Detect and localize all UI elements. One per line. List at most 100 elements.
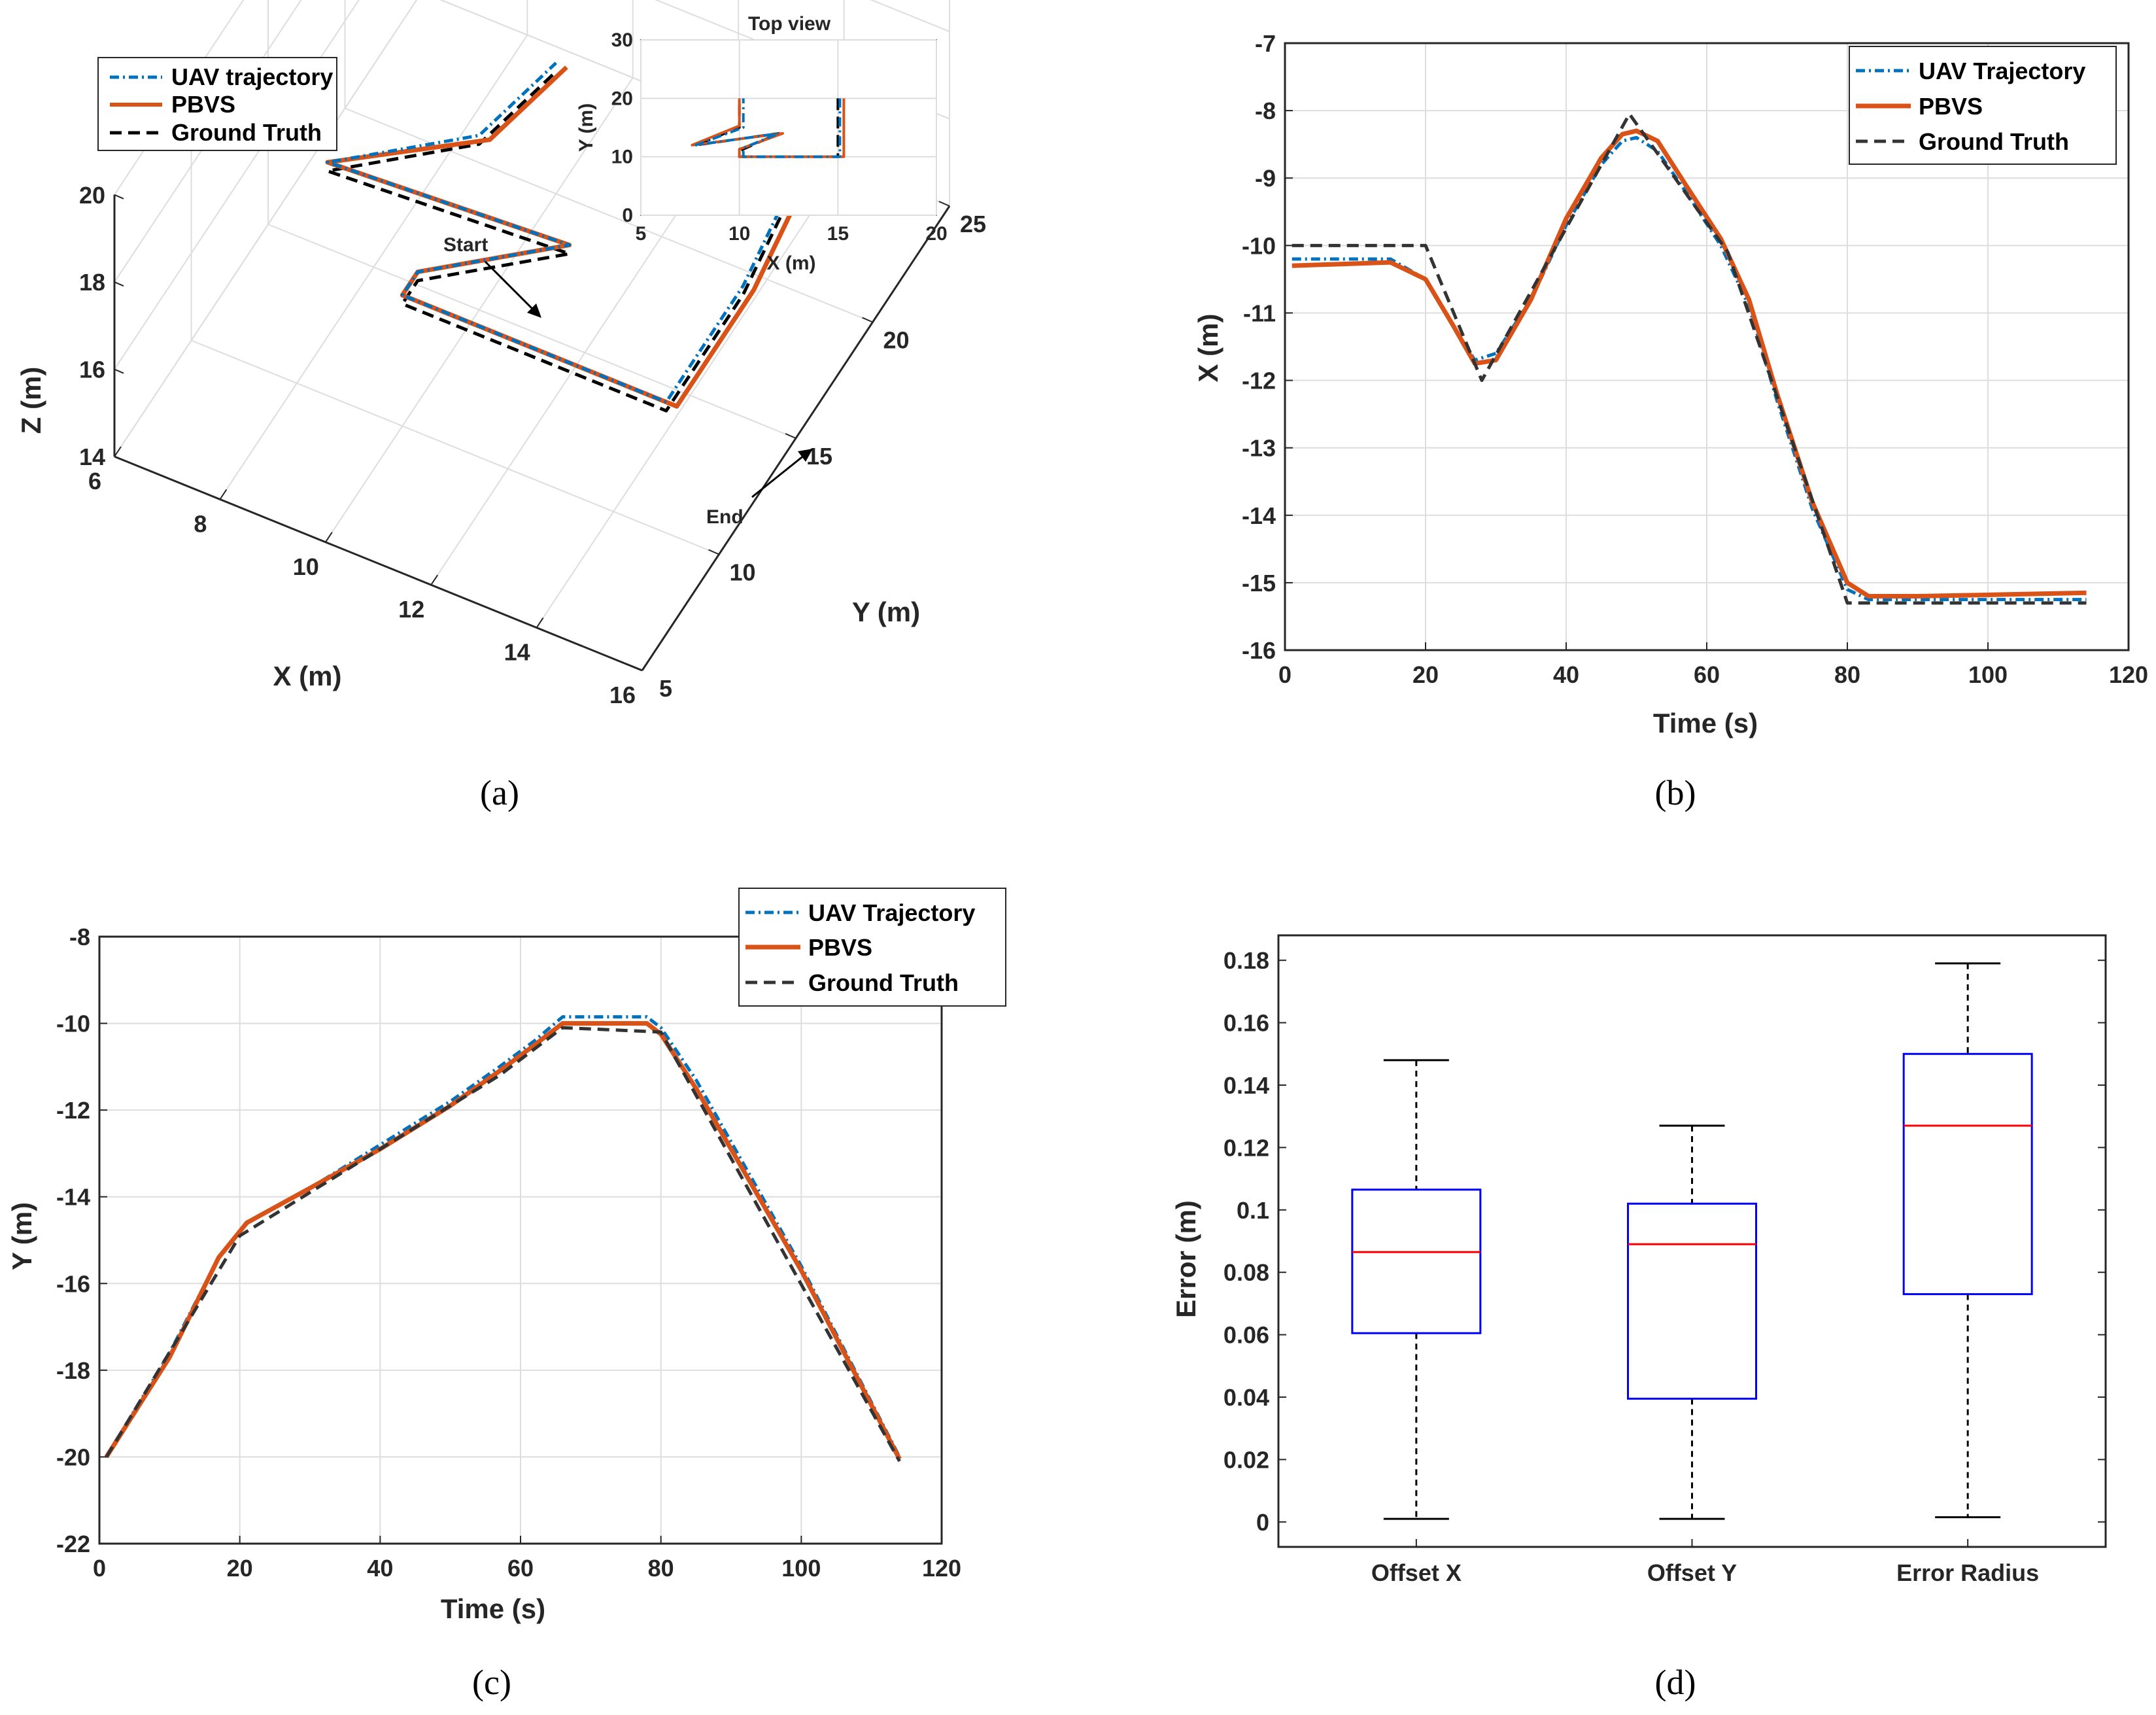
d-axes-frame: [1277, 934, 2107, 1548]
d-ytick-label: 0.04: [1223, 1384, 1269, 1411]
a-inset-title: Top view: [748, 13, 831, 35]
d-ytick-label: 0.16: [1223, 1010, 1269, 1037]
c-ylabel: Y (m): [7, 1202, 37, 1270]
b-xlabel: Time (s): [1653, 708, 1758, 738]
a-ytick-label: 25: [960, 211, 986, 237]
a-inset-ylabel: Y (m): [575, 103, 597, 152]
panel-a-3d-trajectory: 6 8 10 12 14 16 5 10 15 20 25 14 16 18 20 UAV trajecto…: [16, 0, 986, 812]
c-series-ground-truth: [105, 1026, 901, 1463]
a-ztick-label: 18: [79, 269, 105, 296]
c-ytick-label: -16: [56, 1270, 90, 1297]
c-caption: (c): [472, 1663, 511, 1702]
a-xtick-label: 12: [398, 596, 424, 623]
c-series-pbvs: [104, 1021, 902, 1461]
b-plot-area: 0 20 40 60 80 100 120 -16 -15 -14 -13 -12 -11 -10 -9 -8…: [1242, 30, 2148, 688]
a-legend-pbvs-label: PBVS: [171, 91, 235, 118]
a-ytick-label: 20: [883, 327, 909, 354]
a-ytick-mark: [708, 549, 719, 555]
a-xtick-label: 6: [88, 468, 101, 494]
b-series-uav-trajectory: [1292, 135, 2087, 602]
b-xtick-label: 60: [1694, 661, 1720, 688]
a-xtick-label: 8: [194, 510, 207, 537]
a-ztick-label: 20: [79, 182, 105, 209]
b-series-ground-truth: [1292, 112, 2087, 605]
a-inset-top-view: Top view 5 10 15 20 0 10 20 30 X (m) Y (m): [575, 13, 948, 274]
c-ytick-label: -10: [56, 1011, 90, 1037]
c-xtick-label: 40: [367, 1555, 393, 1582]
a-ztick-mark: [114, 368, 124, 374]
a-side-grid-z: [114, 0, 302, 283]
c-plot-area: 0 20 40 60 80 100 120 -22 -20 -18 -16 -14 -12 -10 -8: [56, 924, 961, 1582]
a-inset-ytick-label: 30: [611, 29, 633, 51]
c-ytick-label: -20: [56, 1444, 90, 1470]
a-3d-plot-area: 6 8 10 12 14 16 5 10 15 20 25 14 16 18 20: [79, 61, 986, 708]
c-axes-frame: [98, 935, 943, 1545]
a-series-ground-truth: [326, 70, 822, 413]
b-legend-truth-label: Ground Truth: [1919, 128, 2069, 155]
a-xtick-mark: [324, 532, 333, 543]
b-caption: (b): [1655, 773, 1696, 812]
a-ytick-label: 5: [659, 675, 672, 702]
a-xtick-mark: [114, 446, 122, 457]
c-ytick-label: -14: [56, 1184, 90, 1211]
c-ytick-label: -12: [56, 1097, 90, 1124]
d-ytick-label: 0.18: [1223, 947, 1269, 974]
d-box-offset-y-iqr: [1627, 1202, 1757, 1400]
a-back-grid-z: [870, 0, 950, 33]
b-axes-frame: [1284, 42, 2130, 651]
svg-text:End: End: [706, 506, 744, 528]
c-ytick-label: -18: [56, 1357, 90, 1384]
a-ztick-label: 14: [79, 443, 105, 470]
a-side-grid-z: [114, 0, 418, 457]
a-ytick-label: 10: [729, 559, 755, 586]
a-legend-truth-label: Ground Truth: [171, 119, 322, 146]
a-ztick-mark: [114, 194, 124, 199]
a-inset-ytick-label: 0: [622, 205, 633, 226]
a-legend: UAV trajectory PBVS Ground Truth: [97, 57, 337, 151]
c-xlabel: Time (s): [441, 1593, 545, 1624]
c-ytick-label: -8: [69, 924, 90, 950]
b-ytick-label: -13: [1242, 435, 1276, 462]
a-inset-ytick-label: 10: [611, 147, 633, 168]
a-xtick-mark: [219, 489, 228, 500]
d-ytick-label: 0.02: [1223, 1446, 1269, 1473]
b-ylabel: X (m): [1193, 314, 1223, 383]
a-ztick-label: 16: [79, 356, 105, 383]
panel-c-y-vs-time: 0 20 40 60 80 100 120 -22 -20 -18 -16 -14 -12 -10 -8 U…: [7, 888, 1006, 1702]
c-legend-truth-label: Ground Truth: [808, 969, 959, 996]
d-xtick-label: Offset X: [1371, 1559, 1462, 1586]
d-box-offset-x-iqr: [1351, 1188, 1482, 1334]
a-x-axis-line: [114, 455, 643, 672]
a-floor-grid-y: [191, 339, 719, 555]
c-xtick-label: 0: [93, 1555, 106, 1582]
a-xlabel: X (m): [273, 661, 342, 691]
a-legend-uav-label: UAV trajectory: [171, 63, 333, 90]
b-ytick-label: -11: [1243, 300, 1276, 326]
panel-d-error-boxplot: 0 0.02 0.04 0.06 0.08 0.1 0.12 0.14 0.16 0.18 Offs…: [1171, 934, 2107, 1702]
a-inset-xlabel: X (m): [767, 252, 816, 274]
b-xtick-label: 0: [1278, 661, 1292, 688]
a-xtick-label: 10: [293, 553, 319, 580]
c-legend: UAV Trajectory PBVS Ground Truth: [738, 888, 1006, 1007]
b-ytick-label: -8: [1255, 97, 1276, 124]
c-ytick-label: -22: [56, 1531, 90, 1557]
d-xtick-label: Offset Y: [1647, 1559, 1737, 1586]
b-xtick-label: 120: [2109, 661, 2148, 688]
c-legend-pbvs-label: PBVS: [808, 934, 872, 961]
b-ytick-label: -9: [1255, 165, 1276, 192]
b-legend-uav-label: UAV Trajectory: [1919, 58, 2085, 84]
b-ytick-label: -10: [1242, 232, 1276, 259]
d-caption: (d): [1655, 1663, 1696, 1702]
c-xtick-label: 120: [922, 1555, 961, 1582]
a-series-uav-trajectory: [326, 61, 822, 404]
c-xtick-label: 100: [781, 1555, 821, 1582]
a-ytick-mark: [862, 317, 873, 323]
a-floor-grid-y: [267, 224, 796, 439]
a-inset-xtick-label: 5: [636, 223, 647, 245]
b-ytick-label: -15: [1242, 570, 1276, 597]
a-end-annotation: End: [706, 449, 813, 528]
a-xtick-label: 16: [609, 682, 636, 708]
b-legend-pbvs-label: PBVS: [1919, 93, 1983, 120]
a-ztick-mark: [114, 456, 124, 461]
b-xtick-label: 20: [1412, 661, 1439, 688]
